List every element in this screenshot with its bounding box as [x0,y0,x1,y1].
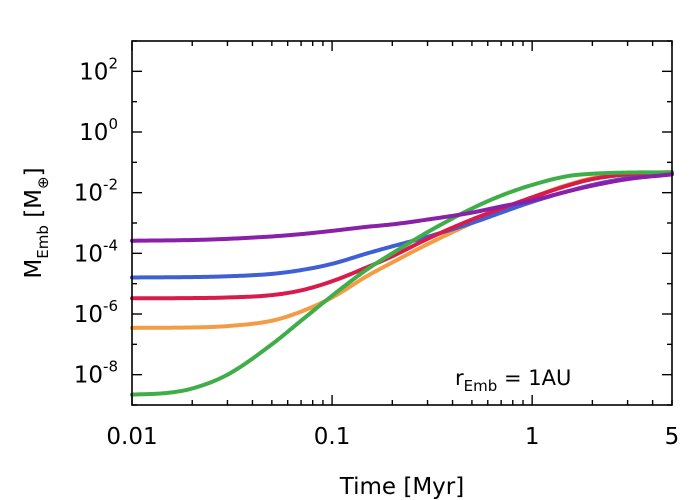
y-tick-label-base: 10 [74,363,103,389]
y-axis-title-unit: [M [21,189,47,225]
x-tick-label: 0.01 [106,424,157,450]
y-axis-title-main: M [21,259,47,279]
y-axis-title-unit-sub: ⊕ [34,176,52,189]
y-axis-title: MEmb [M⊕] [21,167,52,278]
y-tick-label: 102 [79,54,118,85]
y-tick-label-exponent: -8 [103,358,118,376]
y-axis-title-unit-close: ] [21,167,47,176]
x-axis-title: Time [Myr] [339,474,464,500]
annotation-label: rEmb = 1AU [455,366,571,395]
y-tick-label: 10-4 [74,236,118,267]
y-tick-label-exponent: 2 [108,54,118,72]
y-tick-label-base: 10 [74,302,103,328]
y-tick-label-exponent: -6 [103,297,118,315]
annotation-sub: Emb [464,377,498,395]
y-tick-label-base: 10 [74,241,103,267]
y-tick-label-exponent: 0 [108,115,118,133]
y-tick-label: 10-8 [74,358,118,389]
annotation-main: r [455,366,464,390]
series-line-green [130,170,674,397]
series-layer [130,170,674,397]
y-axis-title-sub: Emb [34,225,52,259]
y-tick-label-exponent: -4 [103,236,118,254]
y-tick-label: 100 [79,115,118,146]
y-tick-label: 10-2 [74,176,118,207]
series-line-red [130,170,674,301]
axes-layer [131,40,673,406]
y-tick-label-exponent: -2 [103,176,118,194]
series-line-purple [130,172,674,243]
y-tick-label: 10-6 [74,297,118,328]
y-tick-label-base: 10 [79,59,108,85]
x-tick-label: 5 [665,424,680,450]
x-tick-label: 0.1 [314,424,351,450]
y-tick-label-base: 10 [74,181,103,207]
series-line-blue [130,171,674,280]
x-tick-label: 1 [525,424,540,450]
annotation-rest: = 1AU [497,366,571,390]
y-tick-label-base: 10 [79,120,108,146]
